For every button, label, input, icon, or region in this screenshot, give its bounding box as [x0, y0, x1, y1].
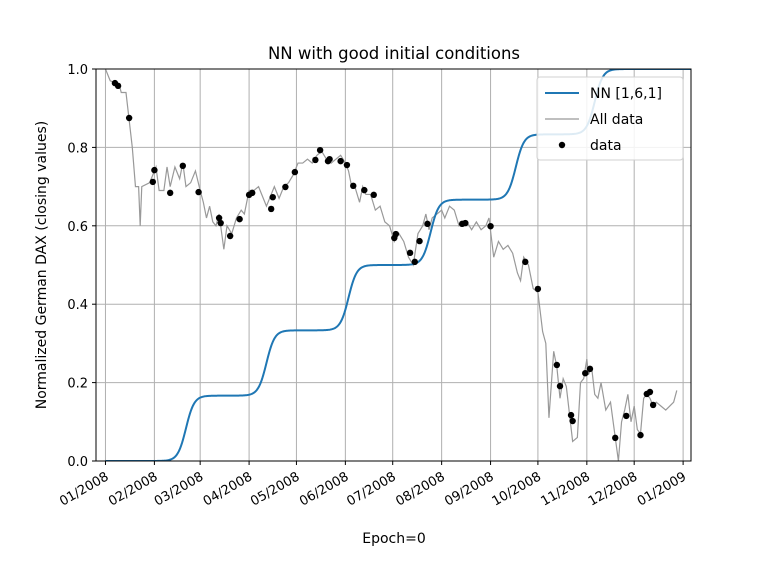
legend-box [536, 76, 684, 161]
data-point [623, 412, 630, 420]
legend: NN [1,6,1] All data data [536, 76, 684, 161]
data-point [637, 431, 644, 439]
legend-all-data-label: All data [590, 112, 643, 128]
x-axis-label: Epoch=0 [362, 531, 426, 547]
data-point [151, 166, 158, 174]
data-point [291, 168, 299, 176]
data-point [487, 222, 494, 230]
data-point [534, 285, 542, 293]
data-point [195, 188, 202, 196]
axes-frame [95, 68, 692, 462]
data-point [125, 114, 133, 122]
data-point [649, 401, 657, 409]
y-axis-label: Normalized German DAX (closing values) [34, 121, 50, 410]
data-point [424, 220, 431, 228]
data-point [267, 205, 275, 213]
data-point [312, 156, 319, 164]
data-point [114, 82, 122, 90]
data-point [236, 215, 243, 223]
data-point [166, 189, 174, 197]
data-point [586, 365, 594, 373]
y-tick-label: 0.8 [67, 141, 88, 156]
data-point [269, 193, 276, 201]
data-point [406, 249, 414, 257]
y-tick-label: 1.0 [67, 63, 88, 78]
data-point [556, 382, 564, 390]
data-point [411, 258, 419, 266]
data-point [226, 232, 234, 240]
data-point [179, 162, 187, 170]
data-point [326, 155, 333, 163]
y-tick-label: 0.2 [67, 377, 88, 392]
data-point [392, 230, 400, 238]
data-point [215, 214, 223, 222]
data-point [282, 183, 289, 191]
data-point [149, 178, 157, 186]
data-point [316, 146, 324, 154]
data-point [249, 189, 256, 197]
data-point [337, 157, 344, 165]
data-point [522, 258, 529, 266]
data-point [569, 417, 576, 425]
data-point [370, 191, 377, 199]
data-point [553, 361, 561, 369]
data-point [646, 388, 654, 396]
data-point [416, 237, 423, 245]
legend-data-label: data [590, 138, 622, 154]
y-axis: 0.0 0.2 0.4 0.6 0.8 1.0 [67, 63, 96, 470]
data-point [350, 182, 357, 190]
y-tick-label: 0.6 [67, 220, 88, 235]
data-point [343, 161, 351, 169]
data-point [567, 411, 575, 419]
data-point [582, 369, 589, 377]
data-point [217, 219, 224, 227]
legend-data-swatch [558, 141, 566, 149]
data-point [462, 219, 469, 227]
chart-title: NN with good initial conditions [268, 44, 520, 63]
y-tick-label: 0.4 [67, 298, 88, 313]
data-point [612, 434, 619, 442]
legend-nn-label: NN [1,6,1] [590, 86, 662, 102]
y-tick-label: 0.0 [67, 455, 88, 470]
data-point [361, 186, 368, 194]
